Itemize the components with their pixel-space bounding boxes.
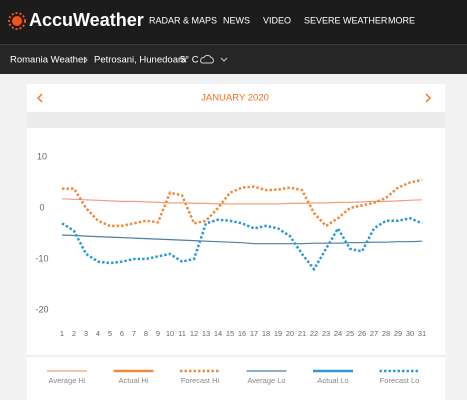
breadcrumb-country[interactable]: Romania Weather xyxy=(10,55,86,66)
x-tick-label: 6 xyxy=(120,329,124,338)
y-tick-label: 0 xyxy=(39,202,44,212)
x-tick-label: 28 xyxy=(382,329,390,338)
nav-item[interactable]: RADAR & MAPS xyxy=(149,15,217,25)
legend-label: Forecast Hi xyxy=(181,376,220,385)
cloud-icon xyxy=(200,54,214,64)
x-tick-label: 5 xyxy=(108,329,112,338)
breadcrumb-location[interactable]: Petrosani, Hunedoara xyxy=(94,55,187,66)
nav-item[interactable]: MORE xyxy=(388,15,415,25)
top-bar xyxy=(0,0,467,44)
x-tick-label: 4 xyxy=(96,329,100,338)
x-tick-label: 19 xyxy=(274,329,282,338)
x-tick-label: 17 xyxy=(250,329,258,338)
x-tick-label: 25 xyxy=(346,329,354,338)
breadcrumb-temperature: 5° C xyxy=(180,55,199,66)
x-tick-label: 10 xyxy=(166,329,174,338)
nav-item[interactable]: VIDEO xyxy=(263,15,291,25)
x-tick-label: 11 xyxy=(178,329,186,338)
x-tick-label: 15 xyxy=(226,329,234,338)
x-tick-label: 31 xyxy=(418,329,426,338)
x-tick-label: 16 xyxy=(238,329,246,338)
y-tick-label: -20 xyxy=(35,304,48,314)
nav-item[interactable]: SEVERE WEATHER xyxy=(304,15,388,25)
legend-label: Average Hi xyxy=(49,376,86,385)
x-tick-label: 2 xyxy=(72,329,76,338)
x-tick-label: 26 xyxy=(358,329,366,338)
x-tick-label: 23 xyxy=(322,329,330,338)
series-line xyxy=(62,178,423,228)
series-line xyxy=(61,216,423,272)
legend-label: Actual Hi xyxy=(118,376,148,385)
x-tick-label: 3 xyxy=(84,329,88,338)
y-tick-label: 10 xyxy=(37,151,47,161)
x-tick-label: 29 xyxy=(394,329,402,338)
y-tick-label: -10 xyxy=(35,253,48,263)
x-tick-label: 21 xyxy=(298,329,306,338)
chart-title: JANUARY 2020 xyxy=(201,93,269,104)
x-tick-label: 12 xyxy=(190,329,198,338)
nav-item[interactable]: NEWS xyxy=(223,15,250,25)
x-tick-label: 7 xyxy=(132,329,136,338)
logo-icon xyxy=(8,12,26,30)
x-tick-label: 22 xyxy=(310,329,318,338)
x-tick-label: 18 xyxy=(262,329,270,338)
x-tick-label: 14 xyxy=(214,329,222,338)
x-tick-label: 27 xyxy=(370,329,378,338)
dropdown-chevron[interactable] xyxy=(220,57,228,62)
prev-month[interactable] xyxy=(37,93,43,103)
x-tick-label: 1 xyxy=(60,329,64,338)
band xyxy=(27,112,445,128)
legend-label: Actual Lo xyxy=(317,376,348,385)
x-tick-label: 8 xyxy=(144,329,148,338)
breadcrumb-bar xyxy=(0,44,467,74)
legend-label: Average Lo xyxy=(247,376,285,385)
x-tick-label: 24 xyxy=(334,329,342,338)
x-tick-label: 13 xyxy=(202,329,210,338)
legend-label: Forecast Lo xyxy=(380,376,420,385)
x-tick-label: 20 xyxy=(286,329,294,338)
chevron xyxy=(83,56,88,64)
x-tick-label: 30 xyxy=(406,329,414,338)
x-tick-label: 9 xyxy=(156,329,160,338)
series-line xyxy=(61,234,423,245)
next-month[interactable] xyxy=(425,93,431,103)
logo[interactable]: AccuWeather xyxy=(29,10,144,30)
series-line xyxy=(61,198,423,205)
